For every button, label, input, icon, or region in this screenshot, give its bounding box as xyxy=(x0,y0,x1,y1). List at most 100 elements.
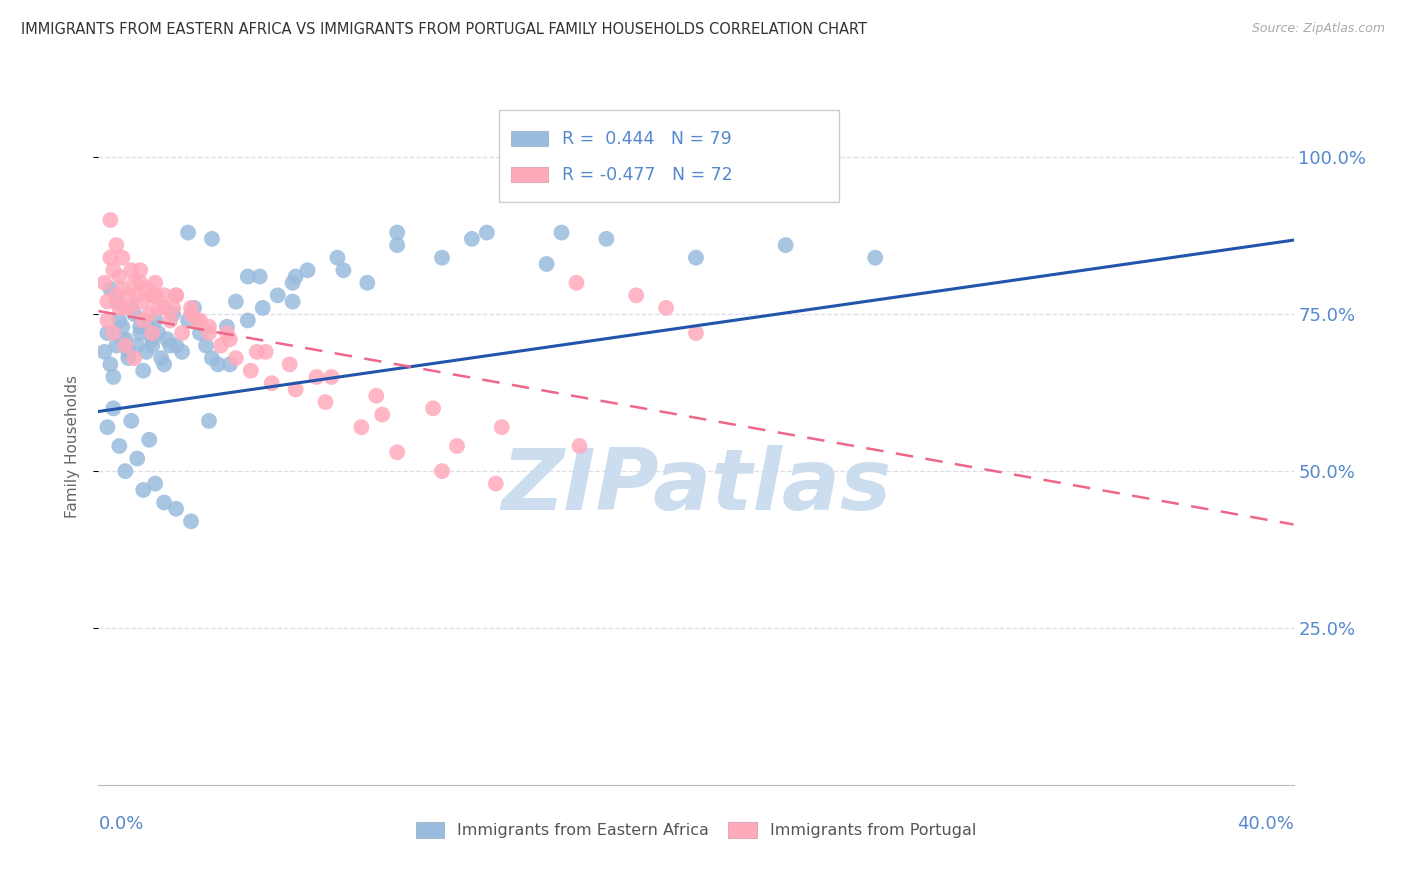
Point xyxy=(156,332,179,346)
Point xyxy=(165,338,187,352)
Point xyxy=(93,276,115,290)
Point xyxy=(98,213,122,227)
Point xyxy=(177,226,200,240)
Point xyxy=(159,313,181,327)
Point xyxy=(225,351,247,365)
Point xyxy=(198,326,221,340)
Point xyxy=(195,338,218,352)
Point xyxy=(225,294,247,309)
Point xyxy=(117,288,139,302)
Point xyxy=(172,344,194,359)
Point xyxy=(236,269,259,284)
Point xyxy=(239,364,262,378)
Point xyxy=(297,263,319,277)
Point xyxy=(281,294,304,309)
FancyBboxPatch shape xyxy=(510,168,547,182)
Point xyxy=(180,514,202,528)
Point xyxy=(162,307,184,321)
Point xyxy=(111,282,134,296)
Point xyxy=(141,338,163,352)
Point xyxy=(371,408,394,422)
Point xyxy=(284,383,307,397)
Point xyxy=(332,263,354,277)
Point xyxy=(219,332,242,346)
Point xyxy=(198,414,221,428)
Text: 40.0%: 40.0% xyxy=(1237,815,1294,833)
Point xyxy=(252,301,274,315)
Point xyxy=(321,370,343,384)
Point xyxy=(96,420,118,434)
Point xyxy=(626,288,648,302)
Point xyxy=(215,319,238,334)
Point xyxy=(180,307,202,321)
Legend: Immigrants from Eastern Africa, Immigrants from Portugal: Immigrants from Eastern Africa, Immigran… xyxy=(409,815,983,845)
Point xyxy=(103,263,125,277)
Point xyxy=(96,313,118,327)
Point xyxy=(127,288,149,302)
Point xyxy=(201,351,224,365)
Point xyxy=(96,294,118,309)
Point xyxy=(108,269,131,284)
Point xyxy=(132,313,155,327)
FancyBboxPatch shape xyxy=(499,111,839,202)
Point xyxy=(461,232,484,246)
Point xyxy=(180,301,202,315)
Point xyxy=(198,319,221,334)
Point xyxy=(485,476,508,491)
Point xyxy=(536,257,558,271)
Point xyxy=(132,364,155,378)
Point xyxy=(120,301,142,315)
Point xyxy=(143,288,166,302)
Point xyxy=(385,445,409,459)
Point xyxy=(114,301,136,315)
Point xyxy=(162,301,184,315)
Point xyxy=(172,326,194,340)
Point xyxy=(129,276,152,290)
Point xyxy=(595,232,617,246)
Point xyxy=(207,358,229,372)
Point xyxy=(132,483,155,497)
Point xyxy=(385,226,409,240)
Point xyxy=(775,238,797,252)
Text: Source: ZipAtlas.com: Source: ZipAtlas.com xyxy=(1251,22,1385,36)
Point xyxy=(177,313,200,327)
Point xyxy=(124,351,146,365)
Point xyxy=(188,313,211,327)
Point xyxy=(278,358,301,372)
Point xyxy=(117,351,139,365)
Point xyxy=(186,313,208,327)
Point xyxy=(138,307,160,321)
Point xyxy=(108,301,131,315)
Point xyxy=(475,226,498,240)
Point xyxy=(188,326,211,340)
Y-axis label: Family Households: Family Households xyxy=(65,375,80,517)
Text: 0.0%: 0.0% xyxy=(98,815,143,833)
Point xyxy=(129,319,152,334)
Point xyxy=(150,351,173,365)
Point xyxy=(127,451,149,466)
Point xyxy=(98,251,122,265)
Text: R =  0.444   N = 79: R = 0.444 N = 79 xyxy=(562,130,731,148)
Point xyxy=(356,276,378,290)
Text: ZIPatlas: ZIPatlas xyxy=(501,445,891,528)
Point xyxy=(103,326,125,340)
Point xyxy=(491,420,513,434)
Point xyxy=(315,395,337,409)
Point xyxy=(201,232,224,246)
Point xyxy=(148,326,170,340)
Point xyxy=(446,439,468,453)
Point xyxy=(153,301,176,315)
Point xyxy=(326,251,349,265)
Point xyxy=(124,276,146,290)
Point xyxy=(148,301,170,315)
Point xyxy=(98,358,122,372)
Point xyxy=(114,338,136,352)
Point xyxy=(111,319,134,334)
Point xyxy=(430,464,453,478)
Point xyxy=(127,338,149,352)
Point xyxy=(568,439,591,453)
Point xyxy=(209,338,232,352)
Point xyxy=(550,226,572,240)
Point xyxy=(246,344,269,359)
Point xyxy=(165,288,187,302)
